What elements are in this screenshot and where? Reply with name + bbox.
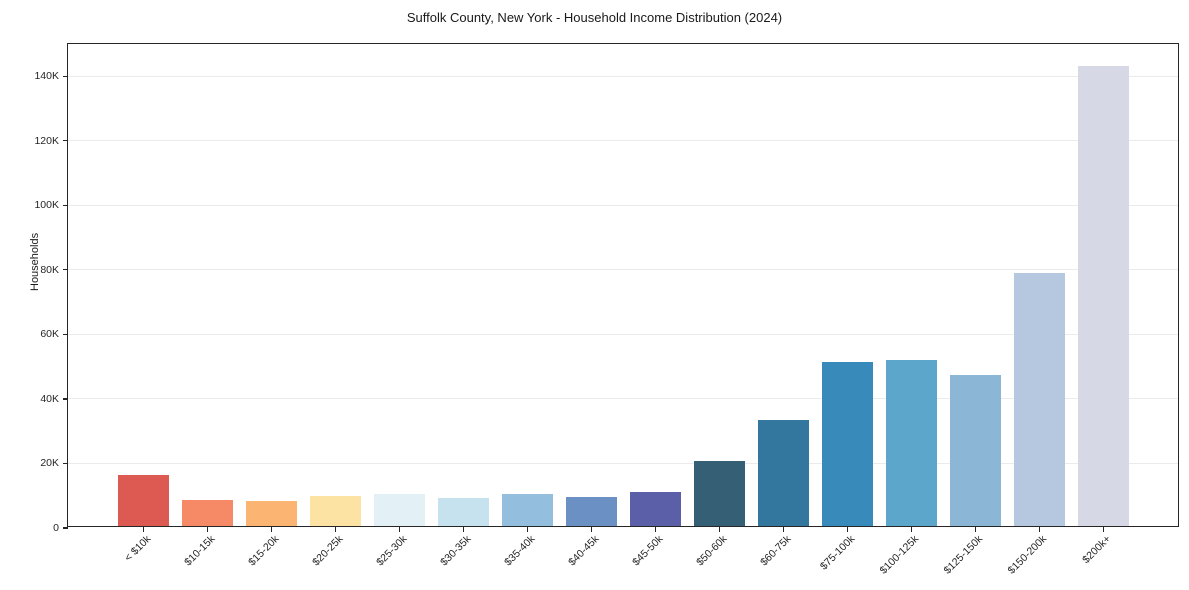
y-tick-mark-80K — [63, 269, 68, 271]
x-tick-label-$40-45k: $40-45k — [565, 533, 601, 569]
x-tick-label-$60-75k: $60-75k — [757, 533, 793, 569]
x-tick-label-$10-15k: $10-15k — [181, 533, 217, 569]
y-tick-label-140K: 140K — [34, 70, 59, 83]
y-tick-mark-40K — [63, 398, 68, 400]
x-tick-mark-$125-150k — [974, 527, 977, 532]
y-tick-label-80K: 80K — [40, 263, 59, 276]
x-tick-label-< $10k: < $10k — [121, 533, 153, 564]
x-tick-label-$45-50k: $45-50k — [629, 533, 665, 569]
bar-$20-25k — [310, 496, 361, 526]
x-tick-mark-$50-60k — [718, 527, 721, 532]
y-tick-mark-0 — [63, 527, 68, 529]
x-tick-mark-< $10k — [142, 527, 145, 532]
x-tick-label-$30-35k: $30-35k — [437, 533, 473, 569]
x-tick-label-$100-125k: $100-125k — [877, 533, 921, 577]
x-tick-mark-$10-15k — [206, 527, 209, 532]
gridline-120K — [68, 140, 1178, 142]
x-tick-mark-$75-100k — [846, 527, 849, 532]
x-tick-mark-$30-35k — [462, 527, 465, 532]
gridline-40K — [68, 398, 1178, 400]
bar-$75-100k — [822, 362, 873, 526]
gridline-60K — [68, 333, 1178, 335]
x-tick-label-$15-20k: $15-20k — [245, 533, 281, 569]
x-tick-mark-$25-30k — [398, 527, 401, 532]
y-tick-label-40K: 40K — [40, 392, 59, 405]
y-tick-label-120K: 120K — [34, 134, 59, 147]
chart-title: Suffolk County, New York - Household Inc… — [406, 10, 783, 25]
x-tick-mark-$15-20k — [270, 527, 273, 532]
y-tick-mark-120K — [63, 140, 68, 142]
y-tick-label-0: 0 — [53, 522, 59, 534]
bar-$15-20k — [246, 501, 297, 526]
gridline-100K — [68, 204, 1178, 206]
x-tick-mark-$200k+ — [1102, 527, 1105, 532]
x-tick-label-$200k+: $200k+ — [1079, 533, 1113, 567]
bar-$50-60k — [694, 461, 745, 526]
x-tick-label-$50-60k: $50-60k — [693, 533, 729, 569]
y-axis-label: Households — [29, 232, 42, 291]
x-tick-mark-$20-25k — [334, 527, 337, 532]
bar-$10-15k — [182, 499, 233, 526]
x-tick-label-$20-25k: $20-25k — [309, 533, 345, 569]
y-tick-mark-20K — [63, 462, 68, 465]
bar-$25-30k — [374, 494, 425, 526]
x-tick-label-$150-200k: $150-200k — [1005, 533, 1049, 577]
gridline-20K — [68, 462, 1178, 464]
plot-area: 0 20K 40K 60K 80K 100K 120K 140K < $10k $10-15k $… — [34, 43, 1179, 577]
y-tick-label-100K: 100K — [34, 199, 59, 212]
x-tick-mark-$40-45k — [590, 527, 593, 532]
x-tick-mark-$35-40k — [526, 527, 529, 532]
x-tick-label-$125-150k: $125-150k — [941, 533, 985, 577]
bar-$45-50k — [630, 492, 681, 526]
bar-$100-125k — [886, 360, 937, 526]
bar-$60-75k — [758, 420, 809, 526]
x-tick-mark-$60-75k — [782, 527, 785, 532]
bar-$200k+ — [1078, 66, 1129, 526]
y-tick-label-20K: 20K — [40, 457, 59, 470]
y-tick-label-60K: 60K — [40, 328, 59, 341]
gridline-80K — [68, 269, 1178, 271]
gridline-140K — [68, 75, 1178, 77]
x-tick-label-$35-40k: $35-40k — [501, 533, 537, 569]
bar-$125-150k — [950, 375, 1001, 526]
bar-$40-45k — [566, 496, 617, 526]
y-tick-mark-140K — [63, 75, 68, 77]
bar-$30-35k — [438, 497, 489, 526]
bar-$35-40k — [502, 494, 553, 526]
bar-< $10k — [118, 475, 169, 526]
x-tick-mark-$100-125k — [910, 527, 913, 532]
x-tick-mark-$150-200k — [1038, 527, 1041, 532]
x-tick-label-$25-30k: $25-30k — [373, 533, 409, 569]
bar-$150-200k — [1014, 273, 1065, 526]
y-tick-mark-60K — [63, 333, 68, 335]
x-tick-label-$75-100k: $75-100k — [817, 533, 857, 573]
x-tick-mark-$45-50k — [654, 527, 657, 532]
y-tick-mark-100K — [63, 204, 68, 206]
